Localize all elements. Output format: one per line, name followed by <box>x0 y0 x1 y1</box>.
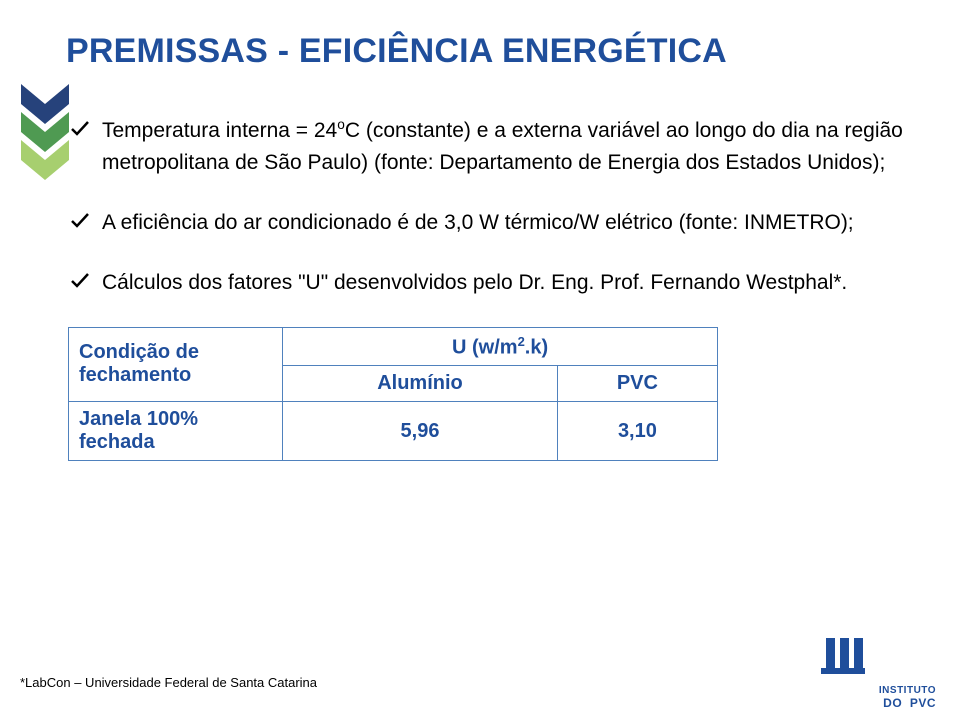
bullet-text: Temperatura interna = 24oC (constante) e… <box>102 119 903 174</box>
check-icon <box>70 269 90 301</box>
table-cell: 3,10 <box>557 402 717 461</box>
text-frag: U (w/m <box>452 336 518 358</box>
instituto-logo-icon <box>816 634 868 678</box>
table-row: Condição de fechamento U (w/m2.k) <box>69 327 718 366</box>
instituto-logo-text: INSTITUTO DO PVC <box>816 685 936 710</box>
bullet-text: A eficiência do ar condicionado é de 3,0… <box>102 211 854 234</box>
footnote: *LabCon – Universidade Federal de Santa … <box>20 675 317 690</box>
slide-title: PREMISSAS - EFICIÊNCIA ENERGÉTICA <box>66 32 910 71</box>
bullet-text: Cálculos dos fatores "U" desenvolvidos p… <box>102 271 847 294</box>
table-header-col2: PVC <box>557 366 717 402</box>
slide: PREMISSAS - EFICIÊNCIA ENERGÉTICA Temper… <box>0 0 960 716</box>
table-header-u: U (w/m2.k) <box>283 327 718 366</box>
text-frag-sup: o <box>337 117 345 132</box>
bullet-item: Cálculos dos fatores "U" desenvolvidos p… <box>70 267 910 299</box>
text-frag-sup: 2 <box>518 334 525 349</box>
bullet-item: Temperatura interna = 24oC (constante) e… <box>70 115 910 179</box>
bullet-list: Temperatura interna = 24oC (constante) e… <box>66 115 910 299</box>
table-cell: 5,96 <box>283 402 558 461</box>
table-header-condition: Condição de fechamento <box>69 327 283 402</box>
table-header-col1: Alumínio <box>283 366 558 402</box>
check-icon <box>70 209 90 241</box>
instituto-logo: INSTITUTO DO PVC <box>816 634 936 704</box>
text-frag: Temperatura interna = 24 <box>102 119 337 142</box>
data-table: Condição de fechamento U (w/m2.k) Alumín… <box>68 327 718 462</box>
text-frag: .k) <box>525 336 548 358</box>
table-row: Janela 100% fechada 5,96 3,10 <box>69 402 718 461</box>
table-cell-rowlabel: Janela 100% fechada <box>69 402 283 461</box>
logo-line1: INSTITUTO <box>816 685 936 697</box>
logo-line2: DO PVC <box>816 697 936 711</box>
bullet-item: A eficiência do ar condicionado é de 3,0… <box>70 207 910 239</box>
data-table-wrap: Condição de fechamento U (w/m2.k) Alumín… <box>68 327 718 462</box>
check-icon <box>70 117 90 149</box>
